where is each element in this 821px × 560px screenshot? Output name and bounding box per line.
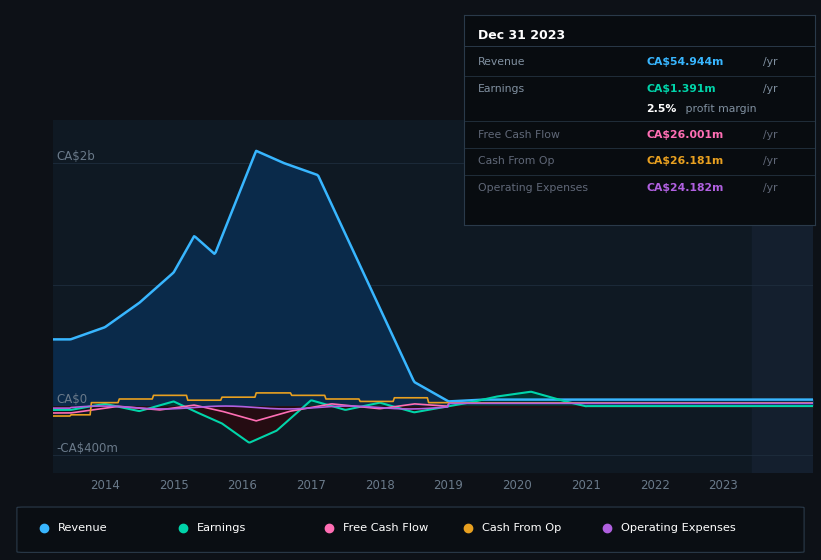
Text: CA$1.391m: CA$1.391m [647, 84, 716, 94]
Text: /yr: /yr [763, 130, 777, 140]
Text: Earnings: Earnings [478, 84, 525, 94]
Text: CA$0: CA$0 [57, 393, 88, 407]
Text: Operating Expenses: Operating Expenses [621, 523, 736, 533]
Text: /yr: /yr [763, 156, 777, 166]
Text: profit margin: profit margin [681, 104, 756, 114]
Text: Cash From Op: Cash From Op [482, 523, 562, 533]
Text: Cash From Op: Cash From Op [478, 156, 554, 166]
Text: /yr: /yr [763, 57, 777, 67]
Text: Revenue: Revenue [57, 523, 108, 533]
FancyBboxPatch shape [17, 507, 804, 552]
Text: -CA$400m: -CA$400m [57, 442, 119, 455]
Text: Earnings: Earnings [197, 523, 246, 533]
Text: 2.5%: 2.5% [647, 104, 677, 114]
Text: CA$26.181m: CA$26.181m [647, 156, 724, 166]
Bar [752, 120, 813, 473]
Text: CA$54.944m: CA$54.944m [647, 57, 724, 67]
Text: Free Cash Flow: Free Cash Flow [478, 130, 560, 140]
Text: Dec 31 2023: Dec 31 2023 [478, 29, 565, 42]
Text: /yr: /yr [763, 84, 777, 94]
Text: CA$2b: CA$2b [57, 150, 95, 163]
Text: CA$24.182m: CA$24.182m [647, 183, 724, 193]
Text: Revenue: Revenue [478, 57, 525, 67]
Text: CA$26.001m: CA$26.001m [647, 130, 724, 140]
Text: /yr: /yr [763, 183, 777, 193]
Text: Free Cash Flow: Free Cash Flow [343, 523, 429, 533]
Text: Operating Expenses: Operating Expenses [478, 183, 588, 193]
